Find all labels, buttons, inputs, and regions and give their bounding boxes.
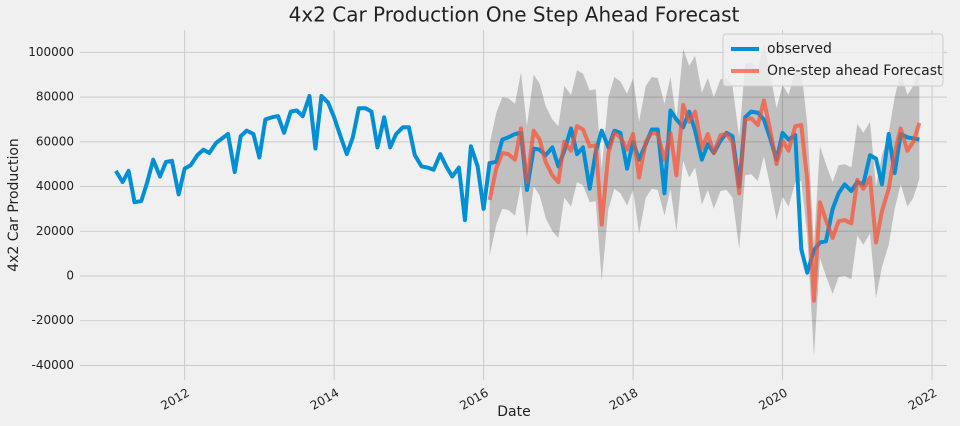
x-tick-label: 2018 [607, 386, 640, 413]
y-tick-label: -40000 [31, 358, 74, 372]
series-line [487, 98, 922, 303]
y-tick-label: 80000 [36, 90, 74, 104]
x-tick-label: 2014 [308, 386, 341, 413]
x-tick-label: 2012 [158, 386, 191, 413]
legend-label: observed [767, 41, 832, 57]
y-axis-label: 4x2 Car Production [6, 138, 22, 272]
x-tick-label: 2020 [756, 386, 789, 413]
y-tick-label: 60000 [36, 134, 74, 148]
y-tick-label: 20000 [36, 224, 74, 238]
y-tick-label: 40000 [36, 179, 74, 193]
chart-title: 4x2 Car Production One Step Ahead Foreca… [289, 3, 740, 27]
x-tick-label: 2022 [906, 386, 939, 413]
legend-box [722, 33, 944, 87]
x-tick-label: 2016 [457, 386, 490, 413]
y-tick-label: 0 [66, 269, 74, 283]
y-tick-label: 100000 [28, 45, 74, 59]
y-tick-label: -20000 [31, 313, 74, 327]
x-axis-label: Date [497, 404, 530, 420]
legend-label: One-step ahead Forecast [767, 63, 943, 79]
legend: observed One-step ahead Forecast [722, 33, 944, 87]
